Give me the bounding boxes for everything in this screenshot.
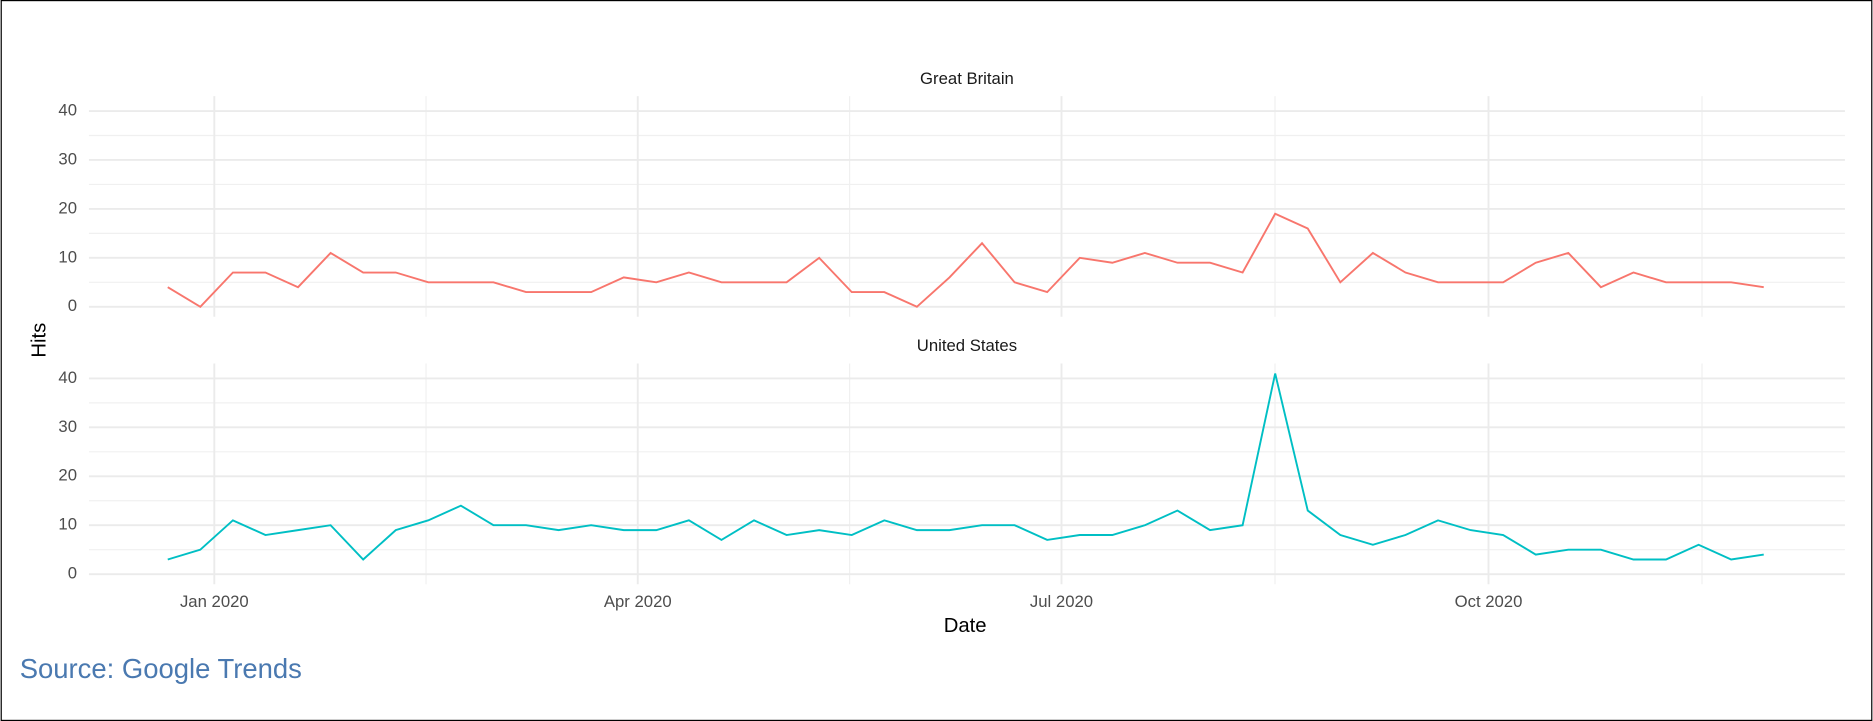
x-tick-label: Jul 2020 — [1030, 592, 1093, 611]
y-tick-label: 30 — [58, 149, 77, 168]
x-tick-label: Apr 2020 — [604, 592, 672, 611]
y-tick-label: 10 — [58, 515, 77, 534]
x-tick-label: Jan 2020 — [180, 592, 249, 611]
y-tick-label: 0 — [68, 296, 77, 315]
y-tick-label: 20 — [58, 198, 77, 217]
x-axis-title: Date — [944, 615, 987, 637]
caption: Source: Google Trends — [20, 653, 302, 684]
panel-title: Great Britain — [920, 69, 1014, 88]
y-tick-label: 0 — [68, 564, 77, 583]
panel-title: United States — [917, 336, 1017, 355]
y-tick-label: 40 — [58, 100, 77, 119]
series-line — [167, 373, 1764, 561]
y-tick-label: 30 — [58, 417, 77, 436]
y-axis-title: Hits — [28, 323, 50, 358]
y-tick-label: 40 — [58, 368, 77, 387]
y-tick-label: 10 — [58, 247, 77, 266]
series-line — [167, 212, 1764, 308]
x-tick-label: Oct 2020 — [1455, 592, 1523, 611]
y-tick-label: 20 — [58, 466, 77, 485]
